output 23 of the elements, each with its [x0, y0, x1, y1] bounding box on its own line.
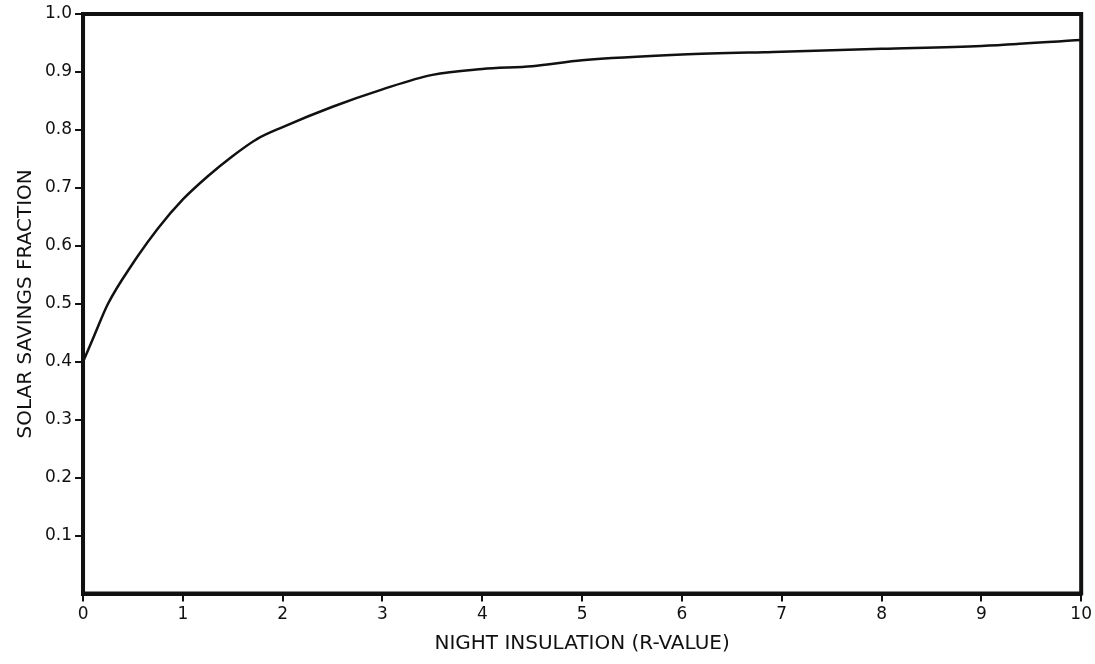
x-tick-label: 9	[975, 603, 987, 624]
x-tick-label: 8	[876, 603, 887, 624]
x-tick-label: 3	[377, 603, 388, 624]
x-tick-label: 5	[576, 603, 588, 624]
x-tick-label: 4	[476, 603, 488, 624]
x-tick-label: 2	[277, 603, 289, 624]
y-tick-label: 0.3	[44, 408, 73, 429]
y-tick-label: 0.7	[44, 176, 73, 197]
y-tick-label: 0.2	[44, 466, 73, 487]
y-tick-label: 0.9	[44, 60, 73, 81]
y-tick-label: 0.1	[44, 524, 73, 545]
x-axis-title: NIGHT INSULATION (R-VALUE)	[434, 630, 730, 655]
x-tick-label: 6	[676, 603, 688, 624]
y-tick-label: 0.4	[44, 350, 73, 371]
x-tick-label: 7	[776, 603, 788, 624]
y-axis-title: SOLAR SAVINGS FRACTION	[12, 169, 37, 439]
x-tick-label: 0	[77, 603, 89, 624]
x-tick-label: 10	[1070, 603, 1092, 624]
y-tick-label: 0.5	[44, 292, 73, 313]
y-tick-label: 0.8	[44, 118, 73, 139]
y-tick-label: 1.0	[44, 2, 73, 23]
y-tick-label: 0.6	[44, 234, 73, 255]
x-tick-label: 1	[177, 603, 189, 624]
